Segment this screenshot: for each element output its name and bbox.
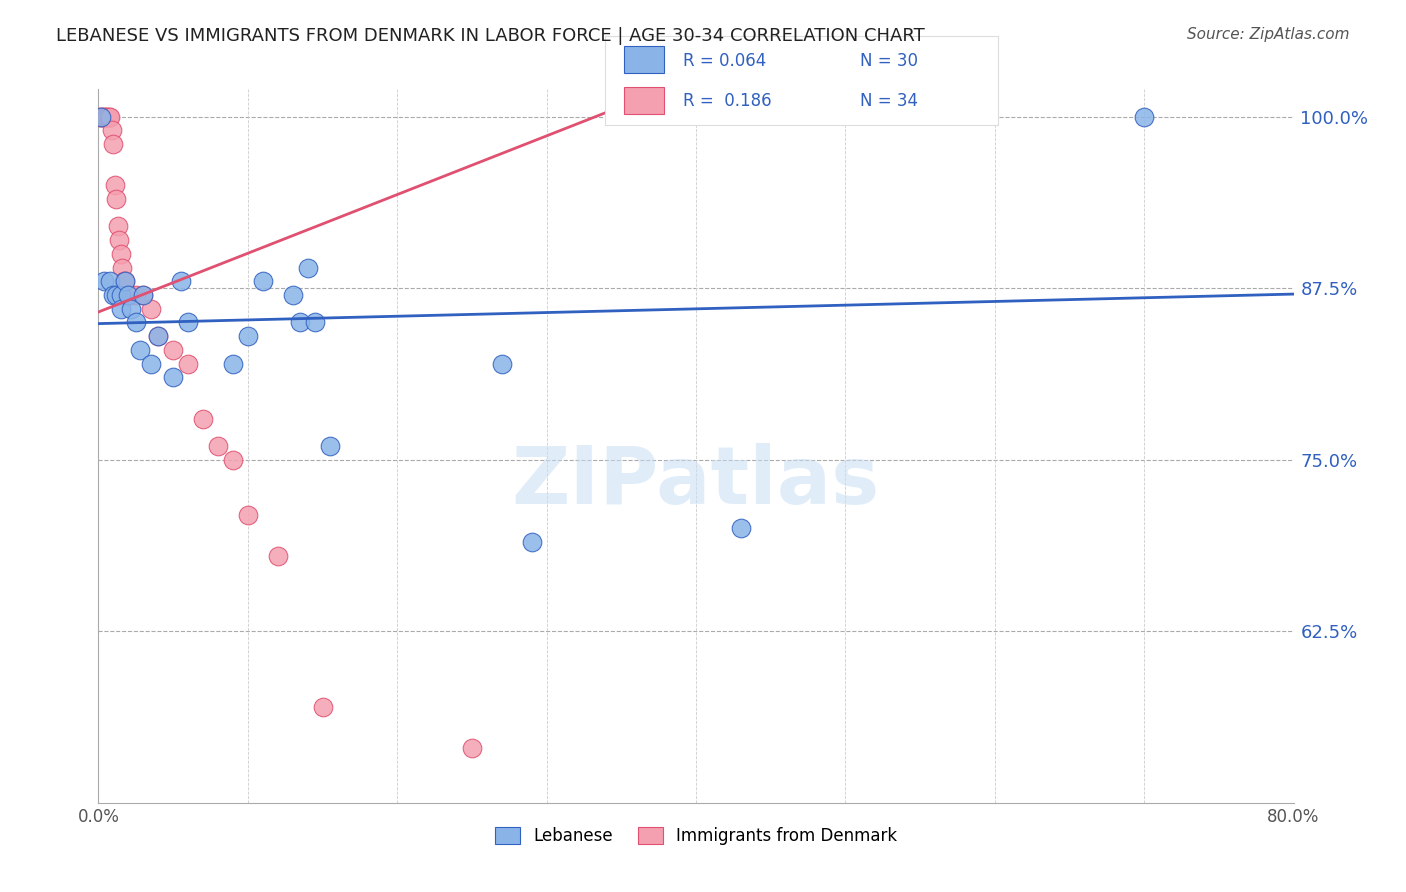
Point	[105, 192, 128, 206]
Point	[304, 316, 326, 330]
Point	[110, 247, 132, 261]
Point	[114, 274, 136, 288]
Text: ZIPatlas: ZIPatlas	[512, 442, 880, 521]
Point	[103, 137, 125, 152]
Point	[222, 357, 245, 371]
Point	[101, 123, 124, 137]
Text: R = 0.064: R = 0.064	[683, 52, 766, 70]
Point	[139, 301, 162, 316]
Text: Source: ZipAtlas.com: Source: ZipAtlas.com	[1187, 27, 1350, 42]
Point	[120, 288, 142, 302]
Point	[730, 521, 752, 535]
Text: R =  0.186: R = 0.186	[683, 92, 772, 110]
Point	[108, 233, 131, 247]
Point	[117, 288, 139, 302]
Point	[120, 301, 142, 316]
Text: N = 30: N = 30	[860, 52, 918, 70]
Point	[110, 288, 132, 302]
Point	[97, 110, 120, 124]
Point	[132, 288, 155, 302]
Point	[148, 329, 170, 343]
Point	[267, 549, 290, 563]
Point	[1133, 110, 1156, 124]
Point	[148, 329, 170, 343]
Point	[98, 110, 122, 124]
Point	[288, 316, 311, 330]
Point	[112, 274, 135, 288]
Point	[89, 110, 111, 124]
Point	[162, 343, 184, 357]
Point	[110, 301, 132, 316]
FancyBboxPatch shape	[624, 87, 664, 114]
Point	[93, 110, 115, 124]
Point	[169, 274, 191, 288]
Point	[94, 110, 117, 124]
Point	[105, 288, 128, 302]
Point	[115, 288, 138, 302]
Point	[132, 288, 155, 302]
Point	[236, 329, 259, 343]
Point	[114, 274, 136, 288]
Point	[91, 110, 114, 124]
FancyBboxPatch shape	[624, 46, 664, 73]
Point	[90, 110, 112, 124]
Point	[96, 110, 118, 124]
Point	[103, 288, 125, 302]
Point	[281, 288, 304, 302]
Point	[236, 508, 259, 522]
Point	[207, 439, 229, 453]
Point	[461, 740, 484, 755]
Point	[297, 260, 319, 275]
Point	[491, 357, 513, 371]
Point	[319, 439, 342, 453]
Text: LEBANESE VS IMMIGRANTS FROM DENMARK IN LABOR FORCE | AGE 30-34 CORRELATION CHART: LEBANESE VS IMMIGRANTS FROM DENMARK IN L…	[56, 27, 925, 45]
Point	[125, 316, 148, 330]
Point	[252, 274, 274, 288]
Point	[520, 535, 543, 549]
Point	[139, 357, 162, 371]
Text: N = 34: N = 34	[860, 92, 918, 110]
Point	[222, 452, 245, 467]
Point	[98, 274, 122, 288]
Point	[107, 219, 129, 234]
Point	[129, 343, 152, 357]
Legend: Lebanese, Immigrants from Denmark: Lebanese, Immigrants from Denmark	[488, 820, 904, 852]
Point	[111, 260, 134, 275]
Point	[177, 357, 200, 371]
Point	[191, 411, 214, 425]
Point	[93, 274, 115, 288]
Point	[117, 288, 139, 302]
Point	[162, 370, 184, 384]
Point	[90, 110, 112, 124]
Point	[104, 178, 127, 193]
Point	[311, 699, 333, 714]
Point	[125, 288, 148, 302]
Point	[177, 316, 200, 330]
